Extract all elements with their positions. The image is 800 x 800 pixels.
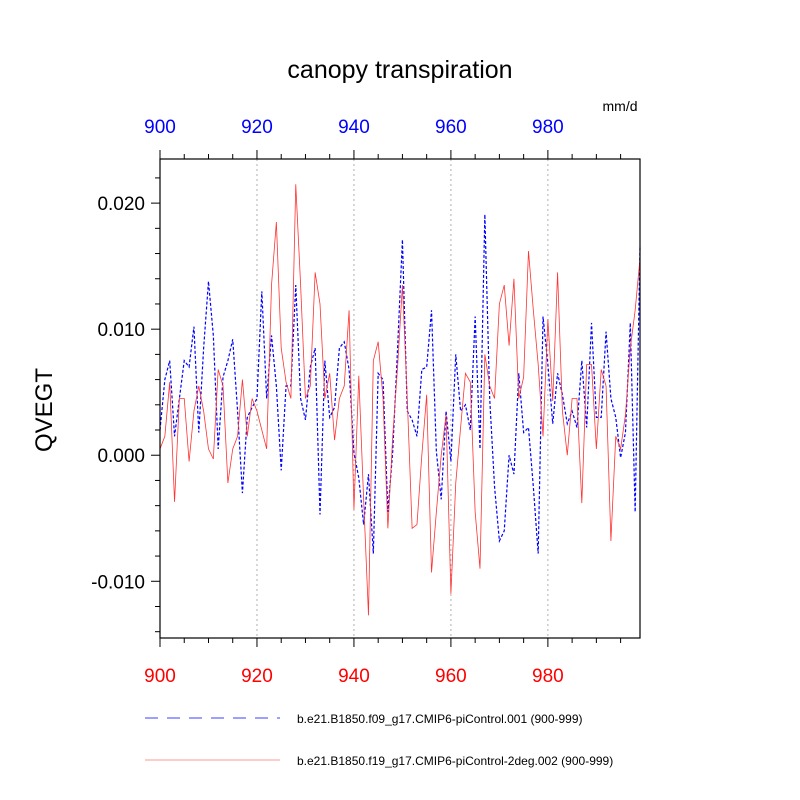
legend-label-2: b.e21.B1850.f19_g17.CMIP6-piControl-2deg… — [297, 754, 613, 768]
series-layer — [159, 184, 641, 616]
units-label: mm/d — [603, 98, 638, 114]
y-tick-label-0: -0.010 — [91, 572, 145, 593]
axis-layer: 900 900 920 920 940 940 960 960 980 980 -0.010 0.00… — [91, 117, 641, 687]
x-tick-label-bottom-980: 980 — [532, 666, 564, 687]
x-tick-label-top-980: 980 — [532, 117, 564, 138]
series-line-2 — [159, 184, 641, 616]
x-tick-label-bottom-940: 940 — [338, 666, 370, 687]
x-tick-label-bottom-900: 900 — [144, 666, 176, 687]
y-tick-label-1: 0.000 — [97, 446, 145, 467]
series-line-1 — [159, 214, 641, 554]
y-tick-label-3: 0.020 — [97, 194, 145, 215]
legend-label-1: b.e21.B1850.f09_g17.CMIP6-piControl.001 … — [297, 712, 583, 726]
legend-layer: b.e21.B1850.f09_g17.CMIP6-piControl.001 … — [145, 712, 613, 768]
x-tick-label-bottom-960: 960 — [435, 666, 467, 687]
x-tick-label-top-920: 920 — [241, 117, 273, 138]
plot-frame — [159, 158, 641, 639]
chart-title: canopy transpiration — [287, 56, 512, 84]
x-tick-label-top-900: 900 — [144, 117, 176, 138]
y-axis-label: QVEGT — [31, 368, 58, 452]
y-tick-label-2: 0.010 — [97, 320, 145, 341]
x-tick-label-bottom-920: 920 — [241, 666, 273, 687]
x-tick-label-top-960: 960 — [435, 117, 467, 138]
x-tick-label-top-940: 940 — [338, 117, 370, 138]
